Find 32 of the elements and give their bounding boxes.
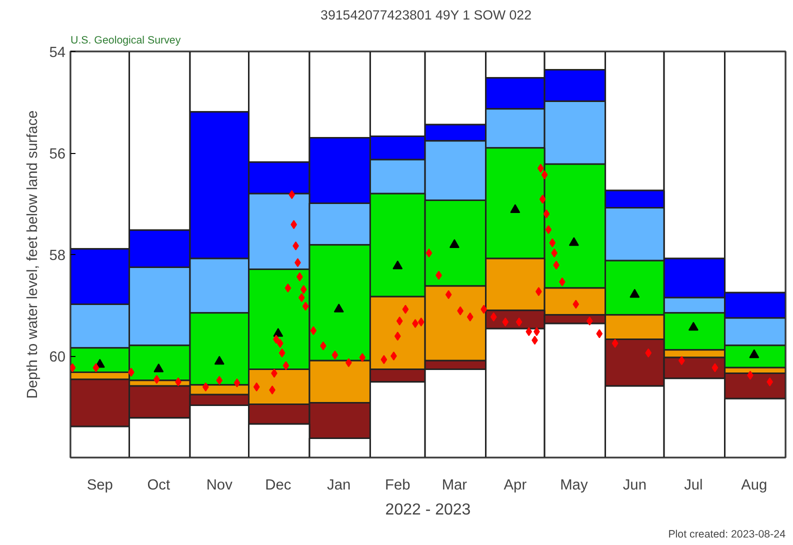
point	[334, 304, 344, 312]
y-tick-label: 56	[49, 146, 66, 162]
y-axis-title: Depth to water level, feet below land surface	[25, 110, 42, 399]
point	[749, 349, 760, 358]
x-tick-label: Jan	[327, 478, 351, 494]
x-tick-label: May	[560, 478, 588, 494]
point	[449, 239, 460, 248]
x-tick-label: Mar	[442, 478, 468, 494]
point	[154, 364, 164, 372]
x-tick-label: Aug	[741, 478, 768, 494]
x-tick-label: Jul	[684, 478, 703, 494]
point	[568, 237, 579, 246]
x-tick-label: Apr	[504, 478, 527, 494]
chart-subtitle: U.S. Geological Survey	[70, 34, 182, 46]
point	[273, 328, 284, 337]
x-tick-label: Jun	[622, 478, 646, 494]
x-tick-label: Oct	[147, 478, 170, 494]
y-tick-label: 58	[49, 248, 66, 264]
point	[688, 322, 698, 331]
text: Plot created: 2023-08-24	[668, 528, 786, 540]
x-axis-title: 2022 - 2023	[385, 502, 471, 518]
y-tick-label: 54	[49, 45, 66, 61]
x-tick-label: Feb	[385, 478, 410, 494]
point	[214, 356, 224, 365]
point	[510, 204, 520, 213]
point	[630, 288, 640, 298]
x-tick-label: Sep	[86, 478, 113, 494]
point	[392, 260, 403, 270]
x-tick-label: Nov	[206, 478, 234, 494]
chart-title: 391542077423801 49Y 1 SOW 022	[320, 8, 532, 22]
y-tick-label: 60	[49, 350, 66, 366]
x-tick-label: Dec	[265, 478, 292, 494]
